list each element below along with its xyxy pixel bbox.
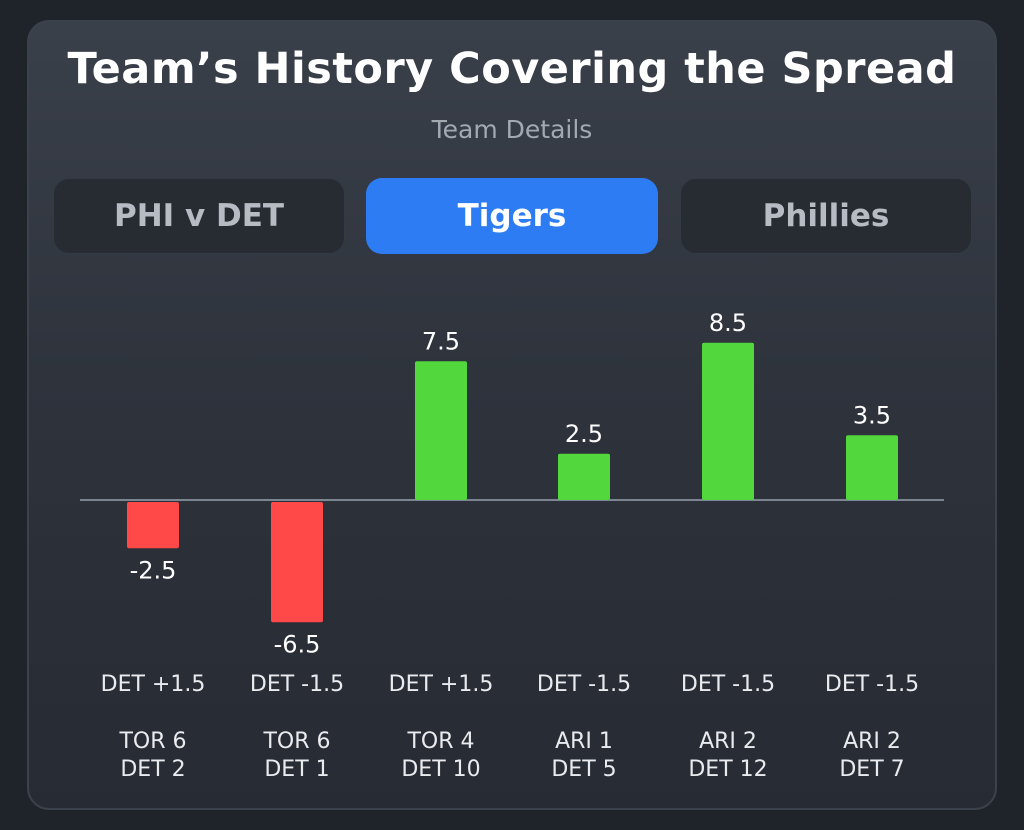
score-home-6: DET 7 [839, 757, 904, 782]
value-label-4: 2.5 [565, 420, 603, 448]
score-away-2: TOR 6 [262, 729, 330, 754]
value-label-2: -6.5 [274, 630, 321, 658]
chart-card [27, 20, 997, 810]
score-away-4: ARI 1 [555, 729, 613, 754]
spread-label-3: DET +1.5 [389, 672, 494, 697]
bar-1 [127, 502, 179, 549]
tab-phillies[interactable]: Phillies [680, 178, 972, 254]
chart-subtitle: Team Details [431, 115, 593, 144]
tab-tigers[interactable]: Tigers [366, 178, 658, 254]
score-home-3: DET 10 [401, 757, 480, 782]
spread-label-2: DET -1.5 [250, 672, 344, 697]
score-home-5: DET 12 [688, 757, 767, 782]
spread-label-1: DET +1.5 [101, 672, 206, 697]
value-label-3: 7.5 [422, 327, 460, 355]
tab-matchup[interactable]: PHI v DET [53, 178, 345, 254]
bar-5 [702, 342, 754, 500]
bar-3 [415, 361, 467, 500]
chart-title: Team’s History Covering the Spread [67, 44, 957, 94]
bar-2 [271, 502, 323, 623]
value-label-5: 8.5 [709, 309, 747, 337]
score-away-5: ARI 2 [699, 729, 757, 754]
value-label-6: 3.5 [853, 401, 891, 429]
score-away-1: TOR 6 [118, 729, 186, 754]
score-away-3: TOR 4 [406, 729, 474, 754]
bar-4 [558, 453, 610, 500]
bar-6 [846, 435, 898, 500]
score-home-4: DET 5 [551, 757, 616, 782]
score-home-2: DET 1 [264, 757, 329, 782]
score-away-6: ARI 2 [843, 729, 901, 754]
spread-label-6: DET -1.5 [825, 672, 919, 697]
value-label-1: -2.5 [130, 556, 177, 584]
score-home-1: DET 2 [120, 757, 185, 782]
spread-label-4: DET -1.5 [537, 672, 631, 697]
spread-label-5: DET -1.5 [681, 672, 775, 697]
